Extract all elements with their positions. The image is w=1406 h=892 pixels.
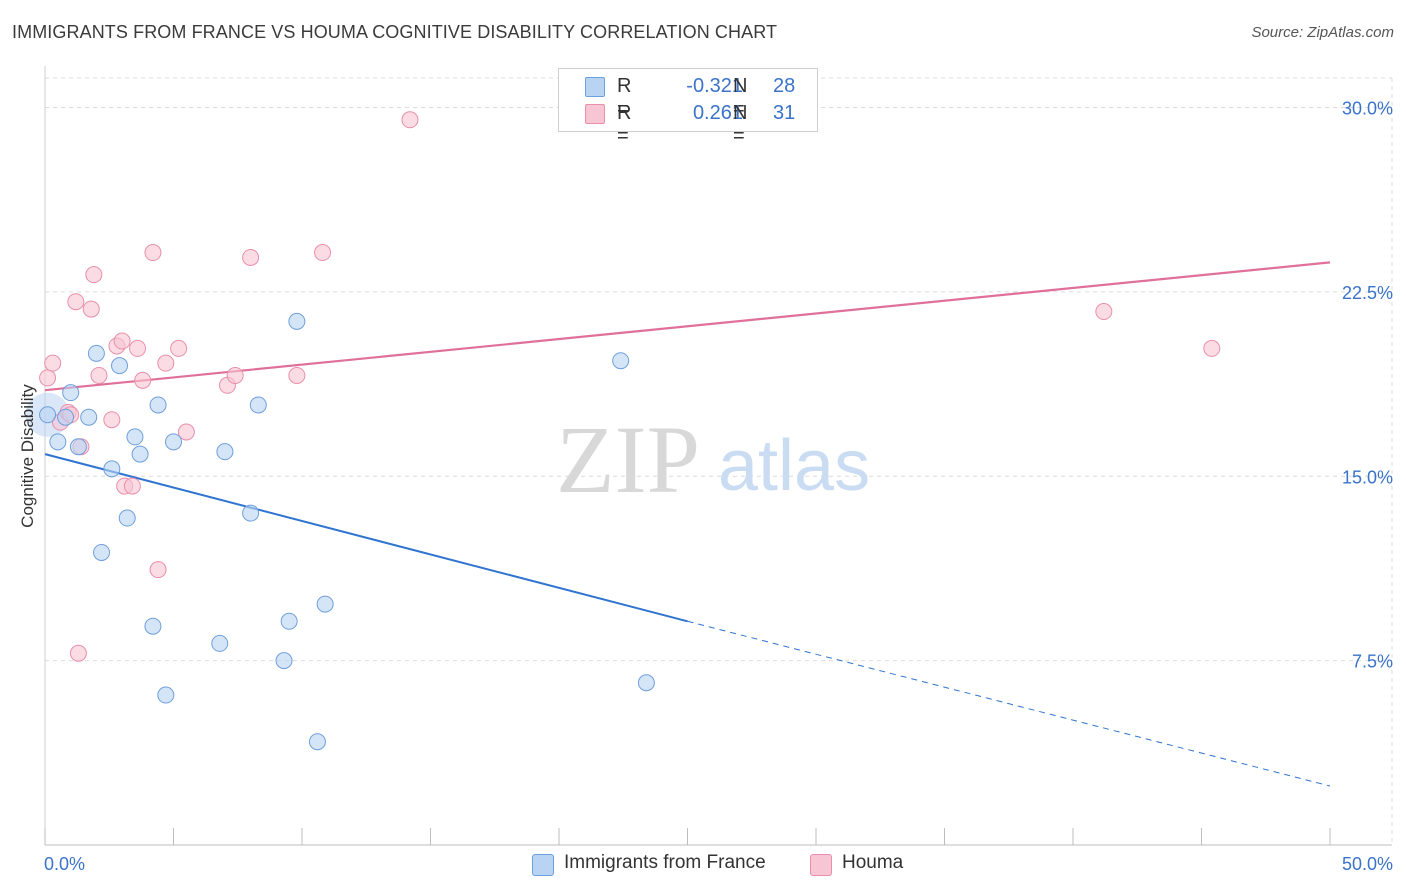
data-point-france — [288, 312, 306, 330]
data-point-houma — [113, 332, 131, 350]
data-point-france — [39, 406, 57, 424]
y-tick-label: 30.0% — [1342, 99, 1393, 119]
data-point-houma — [44, 354, 62, 372]
data-point-houma — [69, 644, 87, 662]
data-point-houma — [1095, 303, 1113, 321]
data-point-france — [49, 433, 67, 451]
y-tick-label: 22.5% — [1342, 283, 1393, 303]
data-point-france — [103, 460, 121, 478]
data-point-france — [280, 612, 298, 630]
data-point-france — [80, 408, 98, 426]
data-point-france — [62, 384, 80, 402]
data-point-france — [242, 504, 260, 522]
data-point-houma — [242, 248, 260, 266]
trend-lines — [44, 261, 1331, 787]
legend-swatch-blue — [585, 77, 605, 97]
data-point-houma — [123, 477, 141, 495]
data-point-france — [249, 396, 267, 414]
trend-line-france-extension — [687, 620, 1331, 787]
data-point-houma — [157, 354, 175, 372]
data-point-houma — [149, 561, 167, 579]
legend-n-label: N = — [733, 75, 748, 120]
data-point-houma — [67, 293, 85, 311]
bottom-legend-label-houma: Houma — [842, 852, 904, 873]
data-point-houma — [134, 371, 152, 389]
data-point-houma — [170, 339, 188, 357]
data-point-france — [126, 428, 144, 446]
data-point-houma — [82, 300, 100, 318]
trend-line-france — [44, 453, 688, 623]
chart-title: IMMIGRANTS FROM FRANCE VS HOUMA COGNITIV… — [12, 22, 778, 42]
bottom-legend-swatch-pink — [810, 854, 832, 876]
tick-labels: 7.5% 15.0% 22.5% 30.0% 0.0% 50.0% — [44, 99, 1393, 875]
data-point-france — [57, 408, 75, 426]
data-point-france — [165, 433, 182, 451]
bottom-legend-swatch-blue — [532, 854, 554, 876]
data-point-france — [157, 686, 175, 704]
data-point-france — [275, 652, 293, 670]
data-point-houma — [39, 369, 57, 387]
legend-r-value: -0.321 — [686, 75, 743, 97]
data-point-houma — [401, 111, 419, 129]
data-point-france — [308, 733, 326, 751]
watermark: ZIP atlas — [556, 406, 870, 513]
bottom-legend-label-france: Immigrants from France — [564, 852, 766, 873]
legend-r-label: R = — [617, 102, 632, 147]
watermark-atlas: atlas — [718, 426, 870, 506]
data-point-houma — [85, 266, 103, 284]
data-point-france — [131, 445, 149, 463]
trend-line-houma — [44, 261, 1331, 392]
data-point-houma — [1203, 339, 1221, 357]
correlation-legend: R = -0.321 N = 28 R = 0.261 N = 31 — [558, 68, 818, 147]
legend-swatch-pink — [585, 104, 605, 124]
x-tick-label: 50.0% — [1342, 854, 1393, 874]
data-point-france — [144, 617, 162, 635]
data-point-france — [69, 438, 87, 456]
data-point-houma — [90, 366, 108, 384]
data-point-france — [612, 352, 630, 370]
y-tick-label: 15.0% — [1342, 467, 1393, 487]
data-point-france — [211, 634, 229, 652]
source-label: Source: ZipAtlas.com — [1251, 24, 1394, 41]
data-point-france — [93, 543, 111, 561]
data-point-france — [118, 509, 136, 527]
legend-n-value: 31 — [773, 102, 796, 124]
axes — [44, 66, 1392, 846]
data-point-france — [216, 443, 234, 461]
data-point-houma — [129, 339, 147, 357]
watermark-zip: ZIP — [556, 406, 700, 513]
legend-n-value: 28 — [773, 75, 796, 97]
legend-r-label: R = — [617, 75, 632, 120]
data-point-france — [111, 357, 129, 375]
legend-r-value: 0.261 — [692, 102, 743, 124]
data-point-france — [637, 674, 655, 692]
legend-n-label: N = — [733, 102, 748, 147]
data-point-france — [87, 344, 105, 362]
y-tick-label: 7.5% — [1352, 652, 1393, 672]
x-tick-label: 0.0% — [44, 854, 85, 874]
data-point-france — [316, 595, 334, 613]
data-point-houma — [226, 366, 244, 384]
data-point-houma — [314, 244, 332, 262]
data-point-houma — [103, 411, 121, 429]
data-point-france — [149, 396, 167, 414]
data-points — [25, 111, 1221, 751]
data-point-houma — [288, 366, 306, 384]
y-axis-label: Cognitive Disability — [18, 384, 37, 528]
data-point-houma — [177, 423, 195, 441]
data-point-houma — [144, 244, 162, 262]
